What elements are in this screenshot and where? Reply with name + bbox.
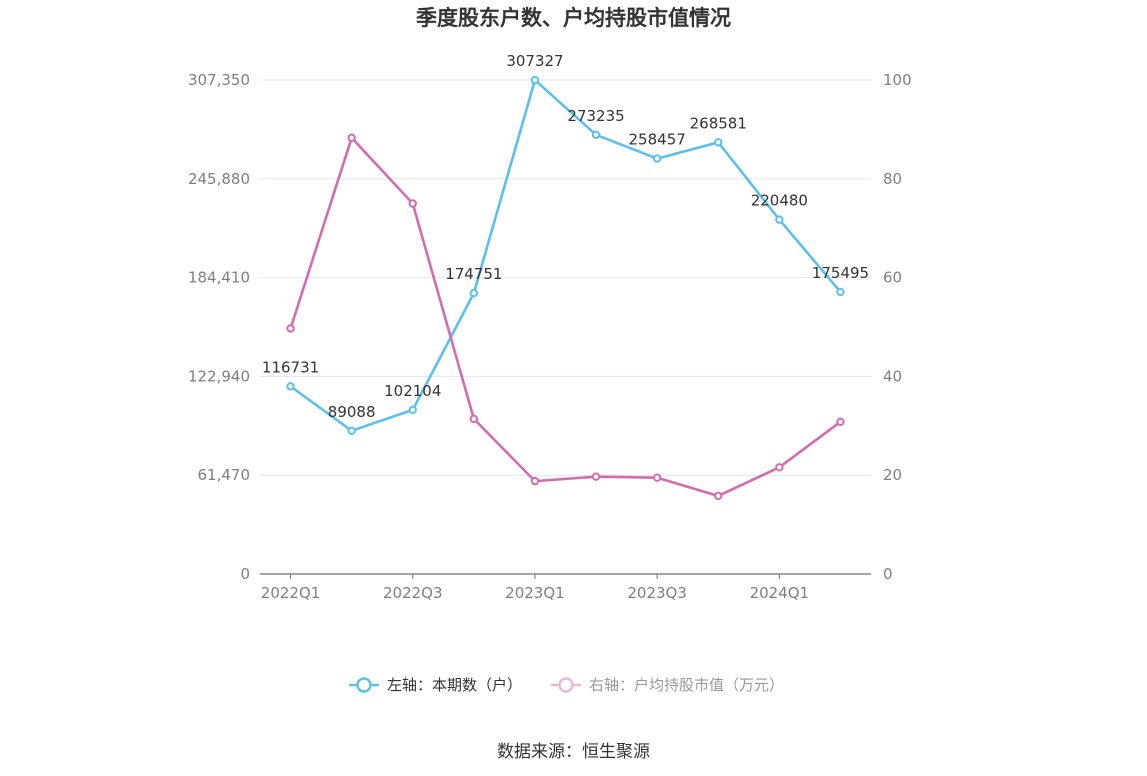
- data-label: 268581: [690, 114, 747, 132]
- right-axis-tick-label: 60: [883, 269, 902, 287]
- legend-marker: [558, 677, 574, 693]
- left-axis-tick-label: 122,940: [188, 367, 250, 385]
- data-point[interactable]: [408, 199, 417, 208]
- data-label: 116731: [262, 358, 319, 376]
- data-point[interactable]: [714, 491, 723, 501]
- data-point[interactable]: [469, 288, 479, 298]
- data-point[interactable]: [775, 215, 784, 224]
- data-point[interactable]: [836, 417, 845, 427]
- legend-label: 右轴：户均持股市值（万元）: [589, 676, 784, 694]
- data-label: 102104: [384, 382, 441, 400]
- x-axis-tick-label: 2023Q3: [627, 584, 687, 602]
- left-axis-tick-label: 245,880: [188, 170, 250, 188]
- data-point[interactable]: [652, 154, 662, 163]
- chart-title: 季度股东户数、户均持股市值情况: [416, 6, 731, 30]
- data-label: 89088: [328, 403, 376, 421]
- legend[interactable]: 左轴：本期数（户） 右轴：户均持股市值（万元）: [349, 676, 784, 694]
- data-point[interactable]: [591, 472, 601, 481]
- data-point[interactable]: [714, 138, 723, 147]
- left-axis-tick-label: 0: [240, 565, 250, 583]
- data-point[interactable]: [408, 405, 417, 415]
- data-source: 数据来源：恒生聚源: [497, 742, 650, 762]
- axes: 0 61,470 122,940 184,410 245,880 307,350 0 20 40…: [188, 71, 912, 602]
- data-point[interactable]: [775, 463, 784, 472]
- data-label: 307327: [506, 52, 563, 70]
- data-point[interactable]: [530, 476, 540, 486]
- left-axis-tick-label: 307,350: [188, 71, 250, 89]
- right-axis-tick-label: 100: [883, 71, 912, 89]
- data-point[interactable]: [591, 130, 601, 140]
- series-lines: [286, 75, 845, 501]
- data-label: 174751: [445, 265, 502, 283]
- data-point[interactable]: [286, 382, 295, 391]
- right-axis-tick-label: 20: [883, 466, 902, 484]
- right-axis-tick-label: 80: [883, 170, 902, 188]
- data-point[interactable]: [530, 75, 540, 85]
- legend-item-shareholders[interactable]: 左轴：本期数（户）: [349, 676, 522, 694]
- left-axis-tick-label: 61,470: [198, 466, 251, 484]
- left-axis-tick-label: 184,410: [188, 269, 250, 287]
- legend-label: 左轴：本期数（户）: [387, 676, 522, 694]
- x-axis-tick-label: 2023Q1: [505, 584, 565, 602]
- data-point[interactable]: [347, 133, 356, 142]
- data-point[interactable]: [347, 426, 356, 436]
- right-axis-tick-label: 0: [883, 565, 893, 583]
- right-axis-tick-label: 40: [883, 367, 902, 385]
- data-label: 273235: [567, 107, 624, 125]
- series-line-avg-holding-value: [289, 136, 842, 498]
- data-point[interactable]: [652, 473, 662, 482]
- data-point[interactable]: [286, 324, 295, 333]
- data-label: 175495: [812, 264, 869, 282]
- data-labels: 116731 89088 102104 174751 307327 273235 25845…: [262, 52, 869, 421]
- data-point[interactable]: [469, 414, 479, 424]
- data-label: 258457: [629, 131, 686, 149]
- x-axis-tick-label: 2022Q3: [383, 584, 443, 602]
- grid-lines: [260, 79, 871, 476]
- legend-marker: [356, 677, 372, 693]
- data-label: 220480: [751, 192, 808, 210]
- x-axis-tick-label: 2024Q1: [750, 584, 810, 602]
- series-line-shareholders: [289, 78, 842, 433]
- data-point[interactable]: [836, 287, 845, 297]
- x-axis-tick-label: 2022Q1: [261, 584, 321, 602]
- legend-item-avg-holding-value[interactable]: 右轴：户均持股市值（万元）: [551, 676, 784, 694]
